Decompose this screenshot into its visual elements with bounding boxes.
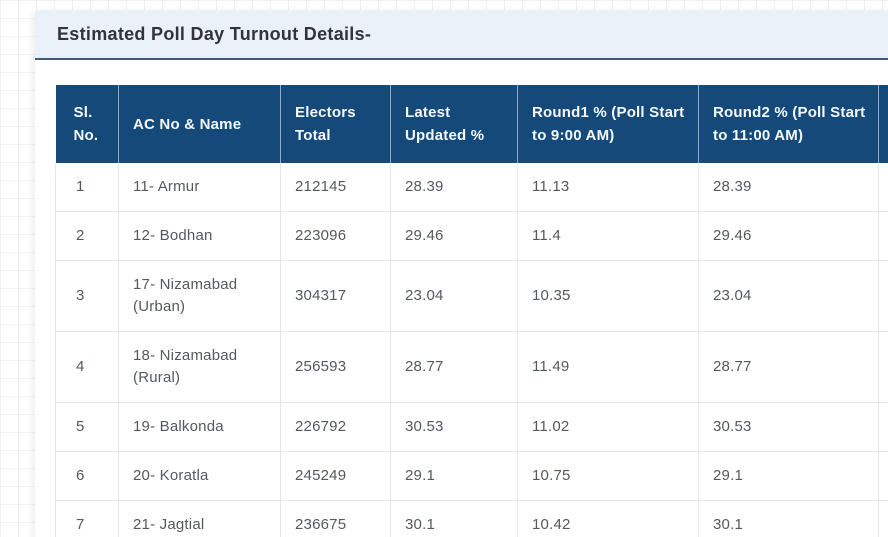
table-cell: 11- Armur [118, 163, 281, 212]
table-row: 4 18- Nizamabad (Rural) 256593 28.77 11.49 28… [55, 331, 888, 403]
table-cell: 11.02 [517, 402, 699, 452]
table-cell: 10.35 [517, 260, 699, 332]
table-cell: 223096 [280, 211, 391, 261]
table-container: Sl. No. AC No & Name Electors Total Latest … [35, 60, 888, 537]
table-cell: 212145 [280, 163, 391, 212]
table-cell [878, 402, 888, 452]
table-cell: 12- Bodhan [118, 211, 281, 261]
table-cell: 6 [55, 451, 119, 501]
table-cell [878, 500, 888, 537]
table-cell: 28.39 [698, 163, 879, 212]
table-cell: 28.39 [390, 163, 518, 212]
table-cell [878, 211, 888, 261]
table-cell: 30.53 [390, 402, 518, 452]
table-cell: 28.77 [390, 331, 518, 403]
table-cell: 23.04 [390, 260, 518, 332]
table-body: 1 11- Armur 212145 28.39 11.13 28.39 2 12- Bodh… [55, 163, 888, 537]
table-row: 7 21- Jagtial 236675 30.1 10.42 30.1 [55, 500, 888, 537]
table-cell: 11.49 [517, 331, 699, 403]
table-cell [878, 260, 888, 332]
table-cell: 21- Jagtial [118, 500, 281, 537]
table-cell: 29.1 [698, 451, 879, 501]
table-cell: 30.1 [698, 500, 879, 537]
table-head: Sl. No. AC No & Name Electors Total Latest … [55, 85, 888, 163]
column-header: Electors Total [280, 85, 391, 163]
column-header: AC No & Name [118, 85, 281, 163]
table-row: 6 20- Koratla 245249 29.1 10.75 29.1 [55, 451, 888, 501]
table-cell: 304317 [280, 260, 391, 332]
header-row: Sl. No. AC No & Name Electors Total Latest … [55, 85, 888, 163]
table-cell: 11.4 [517, 211, 699, 261]
table-cell: 236675 [280, 500, 391, 537]
table-row: 5 19- Balkonda 226792 30.53 11.02 30.53 [55, 402, 888, 452]
table-cell: 28.77 [698, 331, 879, 403]
table-cell: 10.42 [517, 500, 699, 537]
table-cell: 4 [55, 331, 119, 403]
table-cell: 11.13 [517, 163, 699, 212]
table-cell: 18- Nizamabad (Rural) [118, 331, 281, 403]
column-header: Sl. No. [55, 85, 119, 163]
table-cell: 256593 [280, 331, 391, 403]
table-row: 1 11- Armur 212145 28.39 11.13 28.39 [55, 163, 888, 212]
table-cell: 1 [55, 163, 119, 212]
table-cell: 5 [55, 402, 119, 452]
table-cell [878, 451, 888, 501]
column-header: Latest Updated % [390, 85, 518, 163]
table-row: 3 17- Nizamabad (Urban) 304317 23.04 10.35 23… [55, 260, 888, 332]
table-cell [878, 331, 888, 403]
table-cell: 3 [55, 260, 119, 332]
card-header: Estimated Poll Day Turnout Details- [35, 10, 888, 60]
table-cell: 30.1 [390, 500, 518, 537]
column-header: Round1 % (Poll Start to 9:00 AM) [517, 85, 699, 163]
table-cell: 17- Nizamabad (Urban) [118, 260, 281, 332]
table-cell: 30.53 [698, 402, 879, 452]
table-cell: 23.04 [698, 260, 879, 332]
turnout-table: Sl. No. AC No & Name Electors Total Latest … [55, 85, 888, 537]
table-cell [878, 163, 888, 212]
turnout-card: Estimated Poll Day Turnout Details- Sl. … [35, 10, 888, 537]
table-cell: 29.1 [390, 451, 518, 501]
column-header: Round2 % (Poll Start to 11:00 AM) [698, 85, 879, 163]
table-cell: 2 [55, 211, 119, 261]
table-cell: 29.46 [390, 211, 518, 261]
table-cell: 245249 [280, 451, 391, 501]
table-row: 2 12- Bodhan 223096 29.46 11.4 29.46 [55, 211, 888, 261]
page-title: Estimated Poll Day Turnout Details- [57, 24, 372, 44]
table-cell: 29.46 [698, 211, 879, 261]
table-cell: 226792 [280, 402, 391, 452]
table-cell: 20- Koratla [118, 451, 281, 501]
table-cell: 7 [55, 500, 119, 537]
table-cell: 19- Balkonda [118, 402, 281, 452]
table-cell: 10.75 [517, 451, 699, 501]
column-header [878, 85, 888, 163]
